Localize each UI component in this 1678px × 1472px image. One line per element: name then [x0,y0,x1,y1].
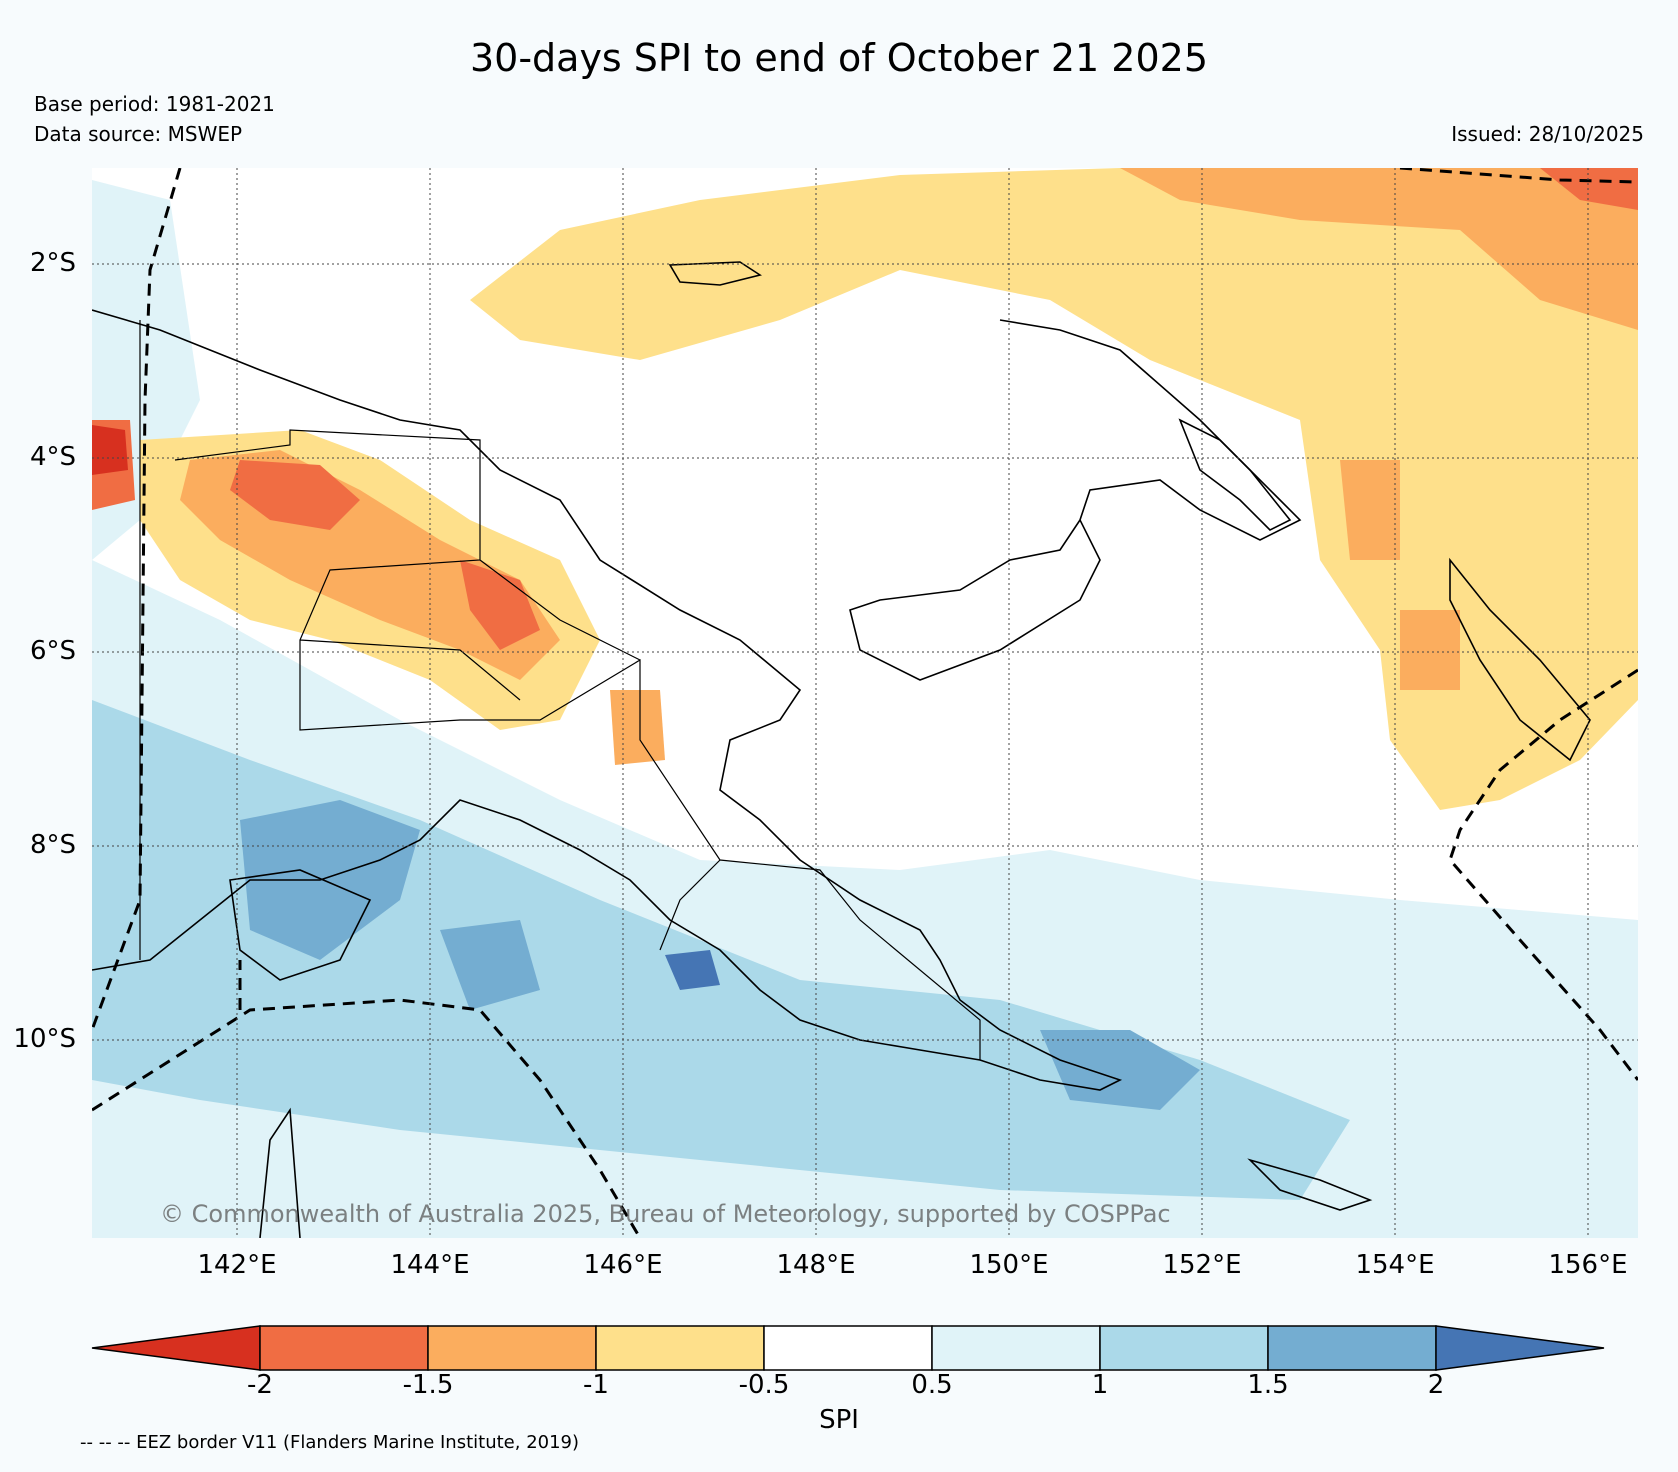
colorbar-bin-1 [259,1325,429,1371]
data-source-text: Data source: MSWEP [34,122,243,146]
lon-label-152e: 152°E [1162,1250,1242,1280]
colorbar-label: SPI [819,1405,859,1435]
graticule [92,168,1638,1238]
dry-region-central [610,690,665,765]
lon-label-142e: 142°E [197,1250,277,1280]
eez-northeast [1399,168,1638,184]
colorbar-tick: 1.5 [1247,1370,1289,1400]
new-guinea-coast [92,309,1123,1091]
colorbar-extend-high [1435,1325,1605,1371]
eez-solomons [1448,668,1638,1081]
lat-label-2s: 2°S [29,248,76,278]
dry-region-east-2 [1340,460,1400,560]
lon-label-156e: 156°E [1548,1250,1628,1280]
map-title: 30-days SPI to end of October 21 2025 [469,36,1209,80]
dry-region-east-3 [1400,610,1460,690]
wet-region-strong-2 [1040,1030,1200,1110]
colorbar-tick: -1 [583,1370,609,1400]
lat-label-4s: 4°S [29,442,76,472]
coastlines [92,261,1591,1238]
eez-west [92,168,182,1031]
lon-label-148e: 148°E [776,1250,856,1280]
eez-footnote: -- -- -- EEZ border V11 (Flanders Marine… [80,1432,580,1453]
dry-region-northeast-core [1540,168,1638,210]
dry-region-northeast [1120,168,1638,330]
dry-region-highlands-strong [230,460,360,530]
wet-region-strong [240,800,420,960]
lat-label-10s: 10°S [13,1024,76,1054]
colorbar-bin-7 [1267,1325,1437,1371]
eez-borders [92,168,1638,1238]
colorbar-tick: 1 [1091,1370,1109,1400]
colorbar-bin-3 [595,1325,765,1371]
lon-label-154e: 154°E [1355,1250,1435,1280]
manus-island [668,261,762,286]
colorbar-tick: 2 [1427,1370,1445,1400]
new-ireland-coast [1178,418,1292,531]
fly-delta [229,869,372,981]
province-borders [174,429,981,1060]
cape-york [259,1107,301,1238]
colorbar-tick: -2 [247,1370,273,1400]
lat-label-8s: 8°S [29,830,76,860]
eez-torres [92,998,642,1238]
colorbar-bin-4 [763,1325,933,1371]
lat-label-6s: 6°S [29,636,76,666]
colorbar-bin-5 [931,1325,1101,1371]
colorbar-tick: -0.5 [738,1370,790,1400]
lon-label-146e: 146°E [583,1250,663,1280]
issued-date-text: Issued: 28/10/2025 [1451,122,1644,146]
colorbar-extend-low [91,1325,261,1371]
wet-region-strong-3 [440,920,540,1010]
colorbar-bin-6 [1099,1325,1269,1371]
bougainville-coast [1449,557,1591,762]
louisiade-islands [1247,1158,1373,1211]
colorbar-tick: -1.5 [402,1370,454,1400]
wet-region-max [665,950,720,990]
base-period-text: Base period: 1981-2021 [34,92,275,116]
dry-region-west-core [92,425,128,475]
lon-label-144e: 144°E [390,1250,470,1280]
copyright-watermark: © Commonwealth of Australia 2025, Bureau… [160,1200,1171,1228]
colorbar-bin-2 [427,1325,597,1371]
dry-region-north [470,168,1638,600]
colorbar-tick: 0.5 [911,1370,953,1400]
lon-label-150e: 150°E [969,1250,1049,1280]
dry-region-highlands-strong-2 [460,560,540,650]
